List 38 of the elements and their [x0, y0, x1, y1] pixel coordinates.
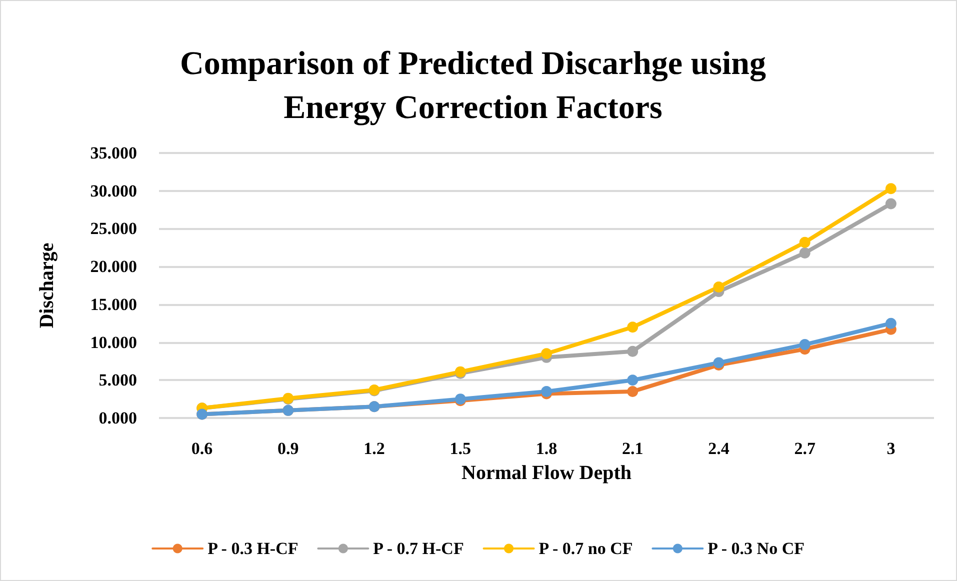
point [713, 282, 724, 293]
x-tick-label: 1.5 [450, 439, 472, 458]
x-tick-label: 1.8 [536, 439, 558, 458]
y-tick-label: 25.000 [90, 219, 137, 238]
y-tick-label: 5.000 [98, 370, 137, 390]
y-tick-label: 30.000 [90, 181, 137, 200]
point [885, 198, 896, 210]
y-tick-label: 20.000 [90, 257, 137, 276]
x-tick-label: 2.4 [708, 439, 730, 458]
chart-title: Comparison of Predicted Discarhge using Energy Correction Factors [180, 46, 767, 126]
point [627, 322, 638, 333]
x-tick-label: 0.9 [278, 439, 299, 458]
point [627, 374, 638, 386]
x-tick-label: 2.1 [622, 439, 644, 458]
y-tick-label: 0.000 [98, 408, 137, 428]
x-tick-label: 0.6 [191, 439, 213, 458]
point [627, 346, 638, 357]
point [885, 318, 896, 329]
point [799, 339, 810, 350]
point [627, 386, 638, 397]
legend-label: P - 0.3 No CF [708, 539, 804, 558]
x-tick-label: 2.7 [794, 439, 816, 458]
point [541, 348, 552, 360]
x-tick-label: 3 [886, 439, 896, 458]
point [799, 236, 810, 248]
point [799, 247, 810, 258]
y-tick-label: 35.000 [90, 144, 137, 162]
y-tick-label: 10.000 [90, 332, 137, 352]
y-tick-label: 15.000 [90, 294, 137, 314]
x-axis-title: Normal Flow Depth [462, 462, 632, 484]
x-tick-label: 1.2 [364, 439, 385, 458]
point [885, 183, 896, 194]
y-axis-title: Discharge [36, 242, 58, 328]
point [713, 357, 724, 368]
legend-label: P - 0.7 no CF [538, 539, 633, 558]
point [541, 386, 552, 397]
legend-label: P - 0.7 H-CF [373, 539, 464, 558]
legend-label: P - 0.3 H-CF [208, 539, 298, 558]
